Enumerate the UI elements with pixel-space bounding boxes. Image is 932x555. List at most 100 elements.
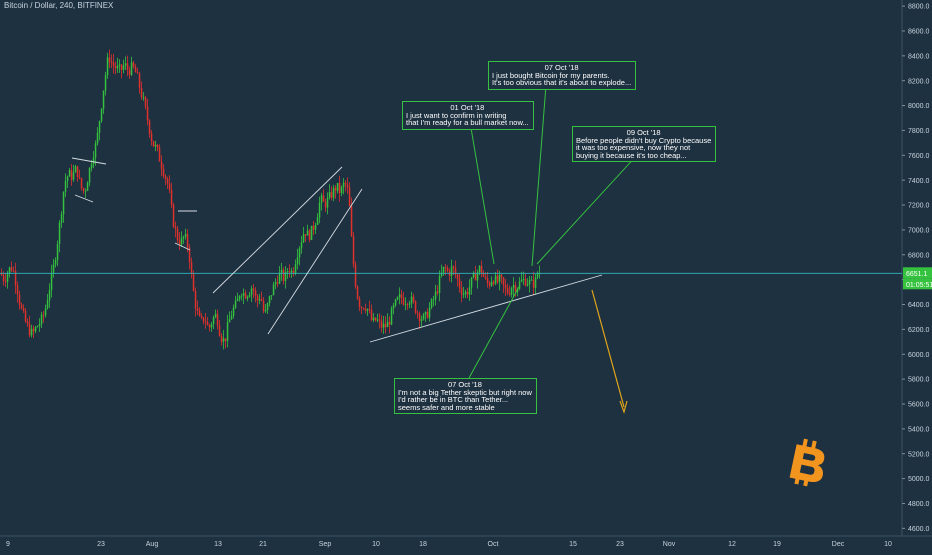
candle-up [316,217,319,225]
candle-up [314,224,317,230]
time-tick-label: Oct [488,541,499,548]
annotation-box-01-oct[interactable]: 01 Oct '18 I just want to confirm in wri… [402,101,534,130]
candle-down [78,177,81,179]
candle-down [82,188,85,192]
candle-up [232,307,235,316]
last-price-badge [903,267,932,279]
candle-up [248,294,251,297]
candle-up [210,324,213,328]
annotation-date: 09 Oct '18 [626,128,661,137]
forecast-arrow-head [619,400,628,414]
candle-down [402,298,405,305]
candle-up [222,338,225,342]
candle-up [298,248,301,258]
annotation-box-07-oct[interactable]: 07 Oct '18 I just bought Bitcoin for my … [488,61,637,90]
candle-up [422,314,425,320]
price-tick-label: 8200.0 [908,78,930,85]
candle-up [490,281,493,286]
candle-up [38,324,41,327]
candle-down [418,313,421,321]
candle-up [58,222,61,244]
candle-down [514,285,517,292]
candle-up [470,277,473,288]
price-tick-label: 8800.0 [908,4,930,11]
candle-down [174,226,177,229]
candle-up [290,270,293,273]
annotation-box-09-oct[interactable]: 09 Oct '18 Before people didn't buy Cryp… [572,126,717,163]
candle-down [18,294,21,305]
annotation-connector [531,84,547,267]
candle-up [386,321,389,328]
candle-down [480,265,483,273]
candle-up [476,272,479,281]
candle-up [328,192,331,198]
candle-down [144,97,147,107]
candle-up [94,143,97,158]
annotation-line: it was too expensive, now they not [576,143,691,153]
candle-up [106,57,109,76]
candle-down [276,282,279,284]
candle-up [510,288,513,295]
candle-up [266,303,269,311]
candle-down [446,267,449,272]
time-tick-label: 19 [773,541,781,548]
candle-up [100,108,103,122]
bitcoin-logo-icon [787,438,829,488]
time-tick-label: Nov [663,541,676,548]
candle-down [330,192,333,198]
candle-up [268,296,271,304]
time-tick-label: 18 [419,541,427,548]
candle-down [414,301,417,313]
candle-up [154,144,157,147]
annotation-line: seems safer and more stable [398,402,495,412]
candle-down [460,287,463,295]
candle-up [180,237,183,245]
candle-up [536,273,539,278]
countdown-badge [903,278,932,290]
time-tick-label: Aug [146,541,159,548]
time-tick-label: 21 [259,541,267,548]
candle-down [348,187,351,207]
candle-down [304,234,307,236]
candle-up [118,64,121,66]
candle-up [98,121,101,133]
candle-down [4,280,7,282]
candle-down [168,183,171,190]
candle-up [36,326,39,328]
candle-down [324,201,327,208]
candle-up [394,299,397,306]
annotation-connector [469,121,495,265]
candle-down [176,228,179,241]
candle-down [138,73,141,88]
candle-down [150,133,153,142]
time-tick-label: 23 [616,541,624,548]
candle-up [432,299,435,301]
candle-down [16,285,19,295]
candle-down [282,269,285,282]
annotation-line: I'd rather be in BTC than Tether... [398,395,509,405]
candle-down [492,281,495,284]
candle-down [32,328,35,332]
candle-up [272,284,275,296]
annotation-line: I just want to confirm in writing [406,110,507,120]
candle-down [22,308,25,311]
candle-up [102,90,105,109]
candle-down [352,236,355,265]
candle-down [344,182,347,185]
candle-up [130,62,133,75]
annotation-box-07-oct-tether[interactable]: 07 Oct '18 I'm not a big Tether skeptic … [394,378,537,415]
candle-down [312,225,315,230]
candle-down [412,296,415,302]
candle-down [354,264,357,287]
countdown-label: 01:05:51 [906,282,932,289]
candle-down [508,293,511,295]
candle-down [24,310,27,322]
candle-up [438,276,441,293]
candle-down [26,321,29,324]
candle-up [310,225,313,240]
candle-up [34,327,37,332]
annotation-line: that I'm ready for a bull market now... [406,118,529,128]
annotation-line: I just bought Bitcoin for my parents. [492,70,610,80]
